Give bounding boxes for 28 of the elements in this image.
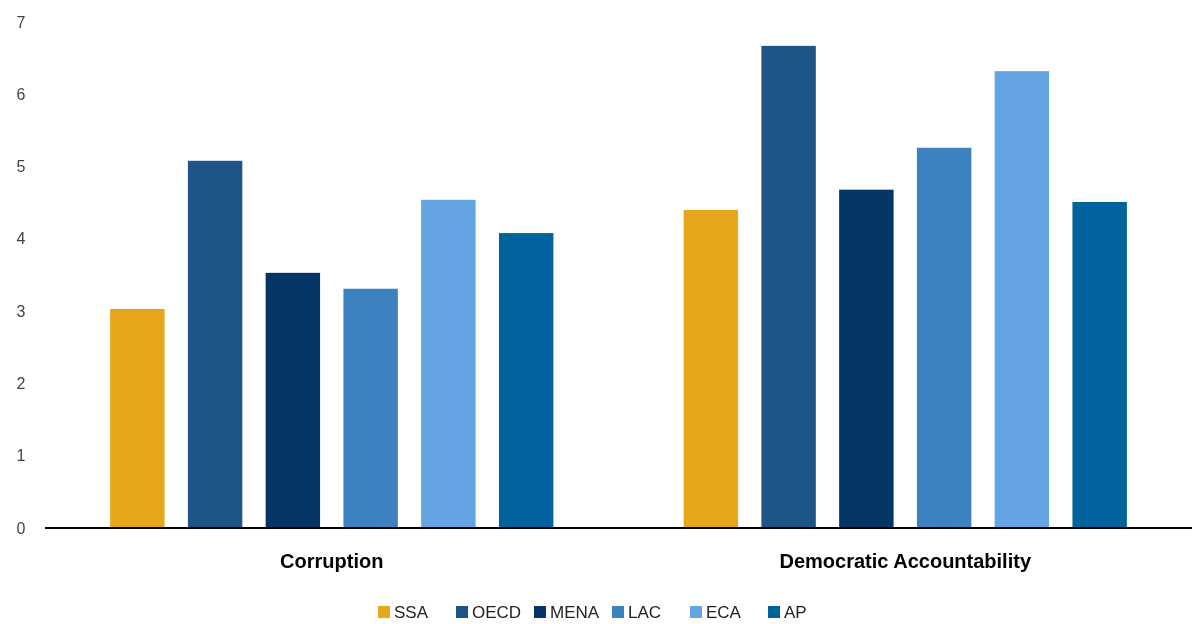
bar [187,160,243,528]
legend-label: MENA [550,602,600,622]
legend-label: LAC [628,602,662,622]
y-tick-label: 3 [16,302,26,320]
y-tick-label: 4 [16,230,26,248]
legend-label: OECD [472,602,522,622]
y-tick-label: 6 [16,85,26,103]
legend-label: ECA [706,602,742,622]
bar [110,308,165,528]
y-tick-label: 2 [16,375,26,393]
y-tick-label: 0 [16,519,26,537]
x-tick-label: Democratic Accountability [779,550,1032,572]
legend-label: AP [784,602,807,622]
x-tick-label: Corruption [280,550,384,572]
bar [498,233,554,528]
bar [994,71,1050,528]
bar [839,189,894,528]
y-tick-label: 1 [16,447,26,465]
bar [1072,201,1127,528]
bar [421,199,476,528]
bar [343,288,398,528]
bar [265,272,321,528]
y-tick-label: 7 [16,13,26,31]
bar [916,147,972,528]
bar [683,209,739,528]
bar [761,45,816,528]
legend-label: SSA [394,602,429,622]
y-tick-label: 5 [16,158,26,176]
